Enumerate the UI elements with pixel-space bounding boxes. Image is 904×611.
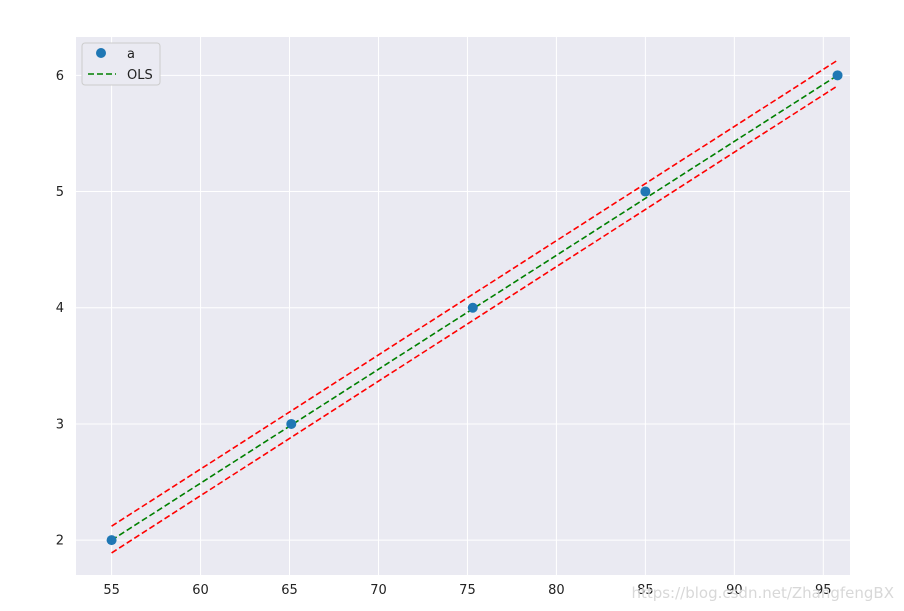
x-tick-labels: 55 60 65 70 75 80 85 90 95 (103, 583, 831, 598)
y-tick-label: 2 (56, 534, 64, 549)
x-tick-label: 55 (103, 583, 120, 598)
data-point (640, 186, 651, 197)
y-tick-label: 5 (56, 185, 64, 200)
data-point (286, 418, 297, 429)
y-tick-label: 3 (56, 417, 64, 432)
y-tick-labels: 2 3 4 5 6 (56, 69, 64, 549)
data-point (106, 535, 117, 546)
x-tick-label: 70 (370, 583, 387, 598)
data-point (467, 302, 478, 313)
y-tick-label: 4 (56, 301, 64, 316)
legend: a OLS (81, 42, 161, 86)
x-tick-label: 95 (815, 583, 832, 598)
legend-label-ols: OLS (127, 68, 153, 83)
watermark: https://blog.csdn.net/ZhangfengBX (631, 584, 894, 602)
x-tick-label: 90 (726, 583, 743, 598)
x-tick-label: 65 (281, 583, 298, 598)
x-tick-label: 80 (548, 583, 565, 598)
series-points (106, 70, 843, 546)
x-tick-label: 85 (637, 583, 654, 598)
plot-area (76, 37, 850, 575)
legend-marker-a (96, 48, 106, 58)
legend-label-a: a (127, 47, 135, 62)
y-tick-label: 6 (56, 69, 64, 84)
x-tick-label: 75 (459, 583, 476, 598)
data-point (832, 70, 843, 81)
x-tick-label: 60 (192, 583, 209, 598)
